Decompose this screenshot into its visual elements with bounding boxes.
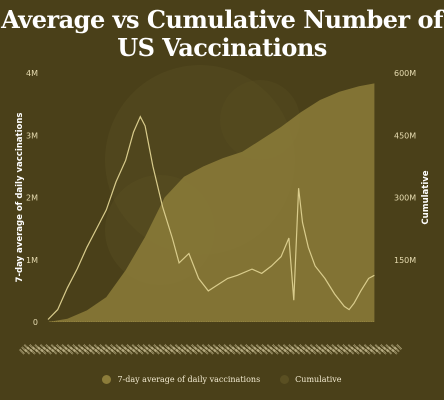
legend-item-daily: 7-day average of daily vaccinations: [102, 375, 260, 384]
right-axis-title: Cumulative: [421, 170, 431, 224]
legend-item-cumulative: Cumulative: [280, 375, 342, 384]
legend: 7-day average of daily vaccinations Cumu…: [0, 375, 444, 384]
chart-title: Average vs Cumulative Number of US Vacci…: [1, 5, 443, 62]
legend-label-daily: 7-day average of daily vaccinations: [117, 375, 261, 384]
right-axis-tick-label: 450M: [394, 131, 416, 140]
right-axis-tick-label: 600M: [394, 69, 416, 78]
left-axis-tick-label: 0: [33, 318, 38, 327]
left-axis-tick-label: 1M: [26, 256, 38, 265]
left-axis-tick-label: 2M: [26, 194, 38, 203]
left-axis-tick-label: 4M: [26, 69, 38, 78]
legend-label-cumulative: Cumulative: [295, 375, 342, 384]
right-axis-tick-label: 300M: [394, 194, 416, 203]
cumulative-area: [48, 83, 375, 323]
legend-swatch-daily: [102, 375, 112, 384]
left-axis-title: 7-day average of daily vaccinations: [15, 113, 25, 283]
legend-swatch-cumulative: [280, 375, 290, 384]
left-axis-tick-label: 3M: [26, 131, 38, 140]
right-axis-tick-label: 150M: [394, 256, 416, 265]
daily-average-line: [47, 115, 375, 320]
